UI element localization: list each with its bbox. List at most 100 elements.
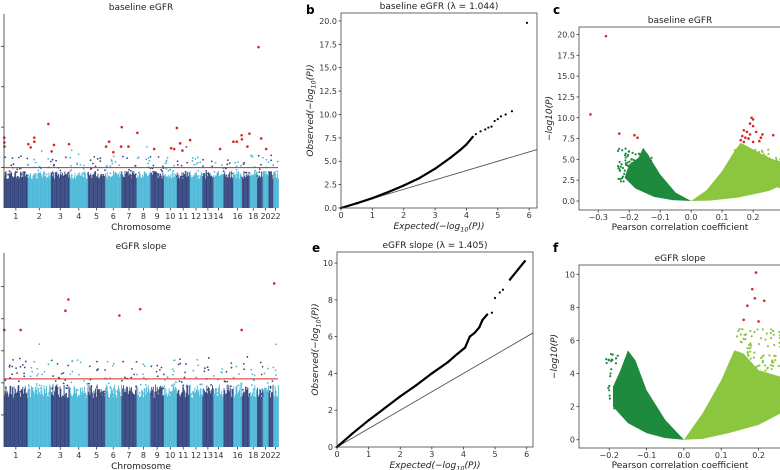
- y-tick-label: 7.5: [562, 135, 575, 144]
- snp-column: [246, 388, 248, 447]
- snp-point: [19, 390, 22, 393]
- negative-correlation-point: [625, 390, 628, 393]
- snp-column: [28, 385, 30, 447]
- snp-column: [169, 395, 171, 447]
- y-axis-label: Observed(−log10(P)): [306, 64, 318, 156]
- qq-point: [414, 384, 418, 387]
- snp-column: [253, 173, 255, 208]
- negative-correlation-point: [619, 180, 623, 183]
- snp-point: [262, 156, 264, 159]
- snp-column: [203, 172, 205, 208]
- positive-correlation-point: [737, 329, 740, 333]
- snp-column: [160, 175, 162, 208]
- snp-point: [205, 174, 208, 177]
- snp-column: [99, 175, 101, 208]
- snp-column: [216, 394, 218, 447]
- snp-column: [137, 175, 139, 208]
- snp-column: [127, 171, 129, 208]
- positive-correlation-point: [764, 165, 767, 168]
- snp-column: [66, 392, 67, 447]
- positive-correlation-point: [769, 336, 773, 340]
- snp-point: [109, 387, 112, 390]
- chromosome-4-points: [69, 359, 89, 447]
- snp-point: [185, 146, 188, 148]
- snp-point: [57, 376, 60, 379]
- snp-point: [180, 164, 183, 167]
- negative-correlation-point: [622, 180, 625, 183]
- snp-column: [167, 393, 169, 447]
- snp-point: [40, 150, 43, 152]
- snp-column: [15, 170, 17, 208]
- qq-point: [446, 361, 449, 364]
- snp-point: [106, 360, 109, 363]
- snp-column: [146, 172, 148, 208]
- snp-column: [43, 385, 45, 447]
- snp-column: [175, 174, 176, 208]
- snp-column: [166, 176, 168, 208]
- snp-column: [156, 172, 158, 208]
- significant-snp-point: [232, 140, 235, 144]
- chromosome-5-points: [87, 360, 106, 447]
- snp-column: [251, 174, 253, 208]
- snp-column: [18, 176, 20, 208]
- snp-point: [37, 373, 40, 375]
- snp-column: [30, 386, 32, 447]
- snp-point: [70, 149, 73, 152]
- negative-correlation-point: [627, 366, 630, 369]
- snp-point: [34, 173, 37, 176]
- negative-correlation-point: [622, 407, 625, 410]
- snp-column: [81, 387, 83, 447]
- panel-label-f: f: [553, 241, 559, 255]
- negative-correlation-point: [643, 155, 646, 158]
- qq-point-trail: [402, 176, 421, 187]
- negative-correlation-point: [635, 390, 638, 393]
- snp-column: [176, 172, 178, 208]
- snp-point: [144, 174, 147, 177]
- snp-column: [260, 171, 262, 208]
- positive-correlation-point: [756, 387, 759, 391]
- negative-correlation-point: [628, 410, 631, 414]
- chromosome-5-points: [87, 155, 106, 208]
- snp-point: [239, 174, 242, 177]
- snp-column: [77, 172, 79, 208]
- snp-column: [153, 171, 155, 208]
- negative-correlation-point: [635, 371, 638, 374]
- snp-column: [5, 171, 7, 208]
- snp-point: [165, 167, 168, 170]
- significant-snp-point: [246, 145, 249, 148]
- snp-column: [167, 174, 169, 208]
- snp-column: [86, 178, 88, 208]
- snp-point: [211, 165, 214, 168]
- snp-column: [72, 396, 73, 447]
- snp-column: [194, 387, 196, 447]
- snp-column: [51, 394, 53, 447]
- snp-column: [109, 397, 111, 447]
- snp-column: [177, 390, 179, 447]
- negative-correlation-point: [624, 159, 627, 162]
- snp-column: [262, 397, 264, 447]
- snp-column: [244, 176, 246, 208]
- snp-column: [108, 175, 110, 208]
- snp-point: [196, 162, 199, 164]
- snp-column: [232, 388, 234, 447]
- positive-correlation-point: [754, 171, 757, 175]
- snp-column: [180, 177, 182, 208]
- positive-correlation-point: [738, 177, 742, 180]
- snp-point: [16, 176, 19, 178]
- snp-point: [164, 379, 166, 381]
- snp-column: [38, 388, 40, 447]
- significant-point: [751, 118, 755, 121]
- snp-column: [73, 176, 75, 208]
- snp-column: [62, 172, 63, 208]
- significant-point: [742, 140, 746, 144]
- snp-column: [241, 177, 243, 208]
- qq-point-trail: [383, 395, 402, 410]
- snp-column: [87, 171, 89, 208]
- qq-point: [498, 291, 501, 294]
- snp-point: [270, 159, 272, 162]
- negative-correlation-point: [633, 378, 636, 381]
- snp-point: [19, 365, 22, 368]
- snp-point: [184, 371, 186, 374]
- snp-column: [76, 175, 77, 208]
